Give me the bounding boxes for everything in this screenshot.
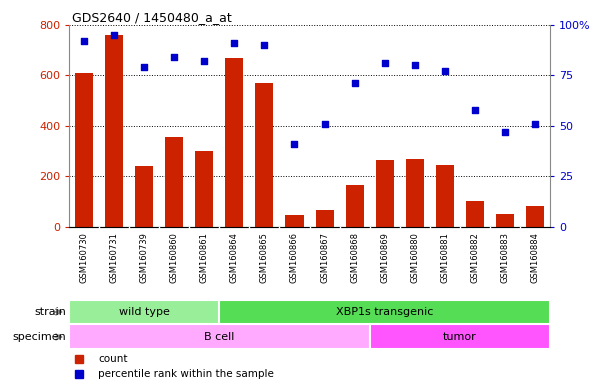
Point (200, 58, 209, 64)
Text: specimen: specimen (13, 332, 66, 342)
Point (380, 60, 389, 66)
Point (350, 80, 359, 86)
Bar (346, 185, 364, 227)
Text: GSM160866: GSM160866 (290, 232, 299, 283)
Point (320, 121, 329, 127)
Text: GSM160865: GSM160865 (260, 232, 269, 283)
Bar (466, 201, 484, 227)
Bar (526, 207, 544, 227)
Bar (436, 165, 454, 227)
Bar (255, 83, 273, 227)
Bar (285, 215, 304, 227)
Text: GDS2640 / 1450480_a_at: GDS2640 / 1450480_a_at (72, 12, 232, 25)
Text: GSM160883: GSM160883 (501, 232, 509, 283)
Text: GSM160881: GSM160881 (441, 232, 449, 283)
Point (109, 32, 119, 38)
Point (500, 129, 510, 135)
Bar (496, 214, 514, 227)
Bar (195, 151, 213, 227)
Point (230, 40, 239, 46)
Bar (135, 166, 153, 227)
Text: GSM160869: GSM160869 (380, 232, 389, 283)
Bar (225, 58, 243, 227)
Point (79, 38, 89, 44)
Text: wild type: wild type (119, 307, 169, 317)
Bar (316, 210, 334, 227)
Bar (165, 137, 183, 227)
Text: XBP1s transgenic: XBP1s transgenic (336, 307, 433, 317)
Bar (75, 73, 93, 227)
Text: GSM160731: GSM160731 (110, 232, 118, 283)
Text: GSM160868: GSM160868 (350, 232, 359, 283)
Text: tumor: tumor (443, 332, 477, 342)
Text: count: count (98, 354, 127, 364)
Text: GSM160861: GSM160861 (200, 232, 209, 283)
Text: GSM160864: GSM160864 (230, 232, 239, 283)
Point (139, 64, 149, 70)
Text: GSM160730: GSM160730 (80, 232, 88, 283)
Text: GSM160739: GSM160739 (140, 232, 148, 283)
Text: percentile rank within the sample: percentile rank within the sample (98, 369, 274, 379)
Point (260, 42, 269, 48)
Bar (69, 324, 370, 349)
Text: GSM160882: GSM160882 (471, 232, 479, 283)
Point (410, 62, 419, 68)
Text: strain: strain (34, 307, 66, 317)
Bar (105, 35, 123, 227)
Point (530, 121, 540, 127)
Bar (376, 160, 394, 227)
Text: B cell: B cell (204, 332, 234, 342)
Point (470, 106, 480, 113)
Bar (370, 324, 550, 349)
Point (440, 68, 450, 74)
Text: GSM160860: GSM160860 (170, 232, 178, 283)
Point (169, 54, 179, 60)
Bar (69, 300, 219, 324)
Text: GSM160884: GSM160884 (531, 232, 539, 283)
Point (290, 141, 299, 147)
Bar (406, 159, 424, 227)
Bar (219, 300, 550, 324)
Text: GSM160867: GSM160867 (320, 232, 329, 283)
Text: GSM160880: GSM160880 (410, 232, 419, 283)
